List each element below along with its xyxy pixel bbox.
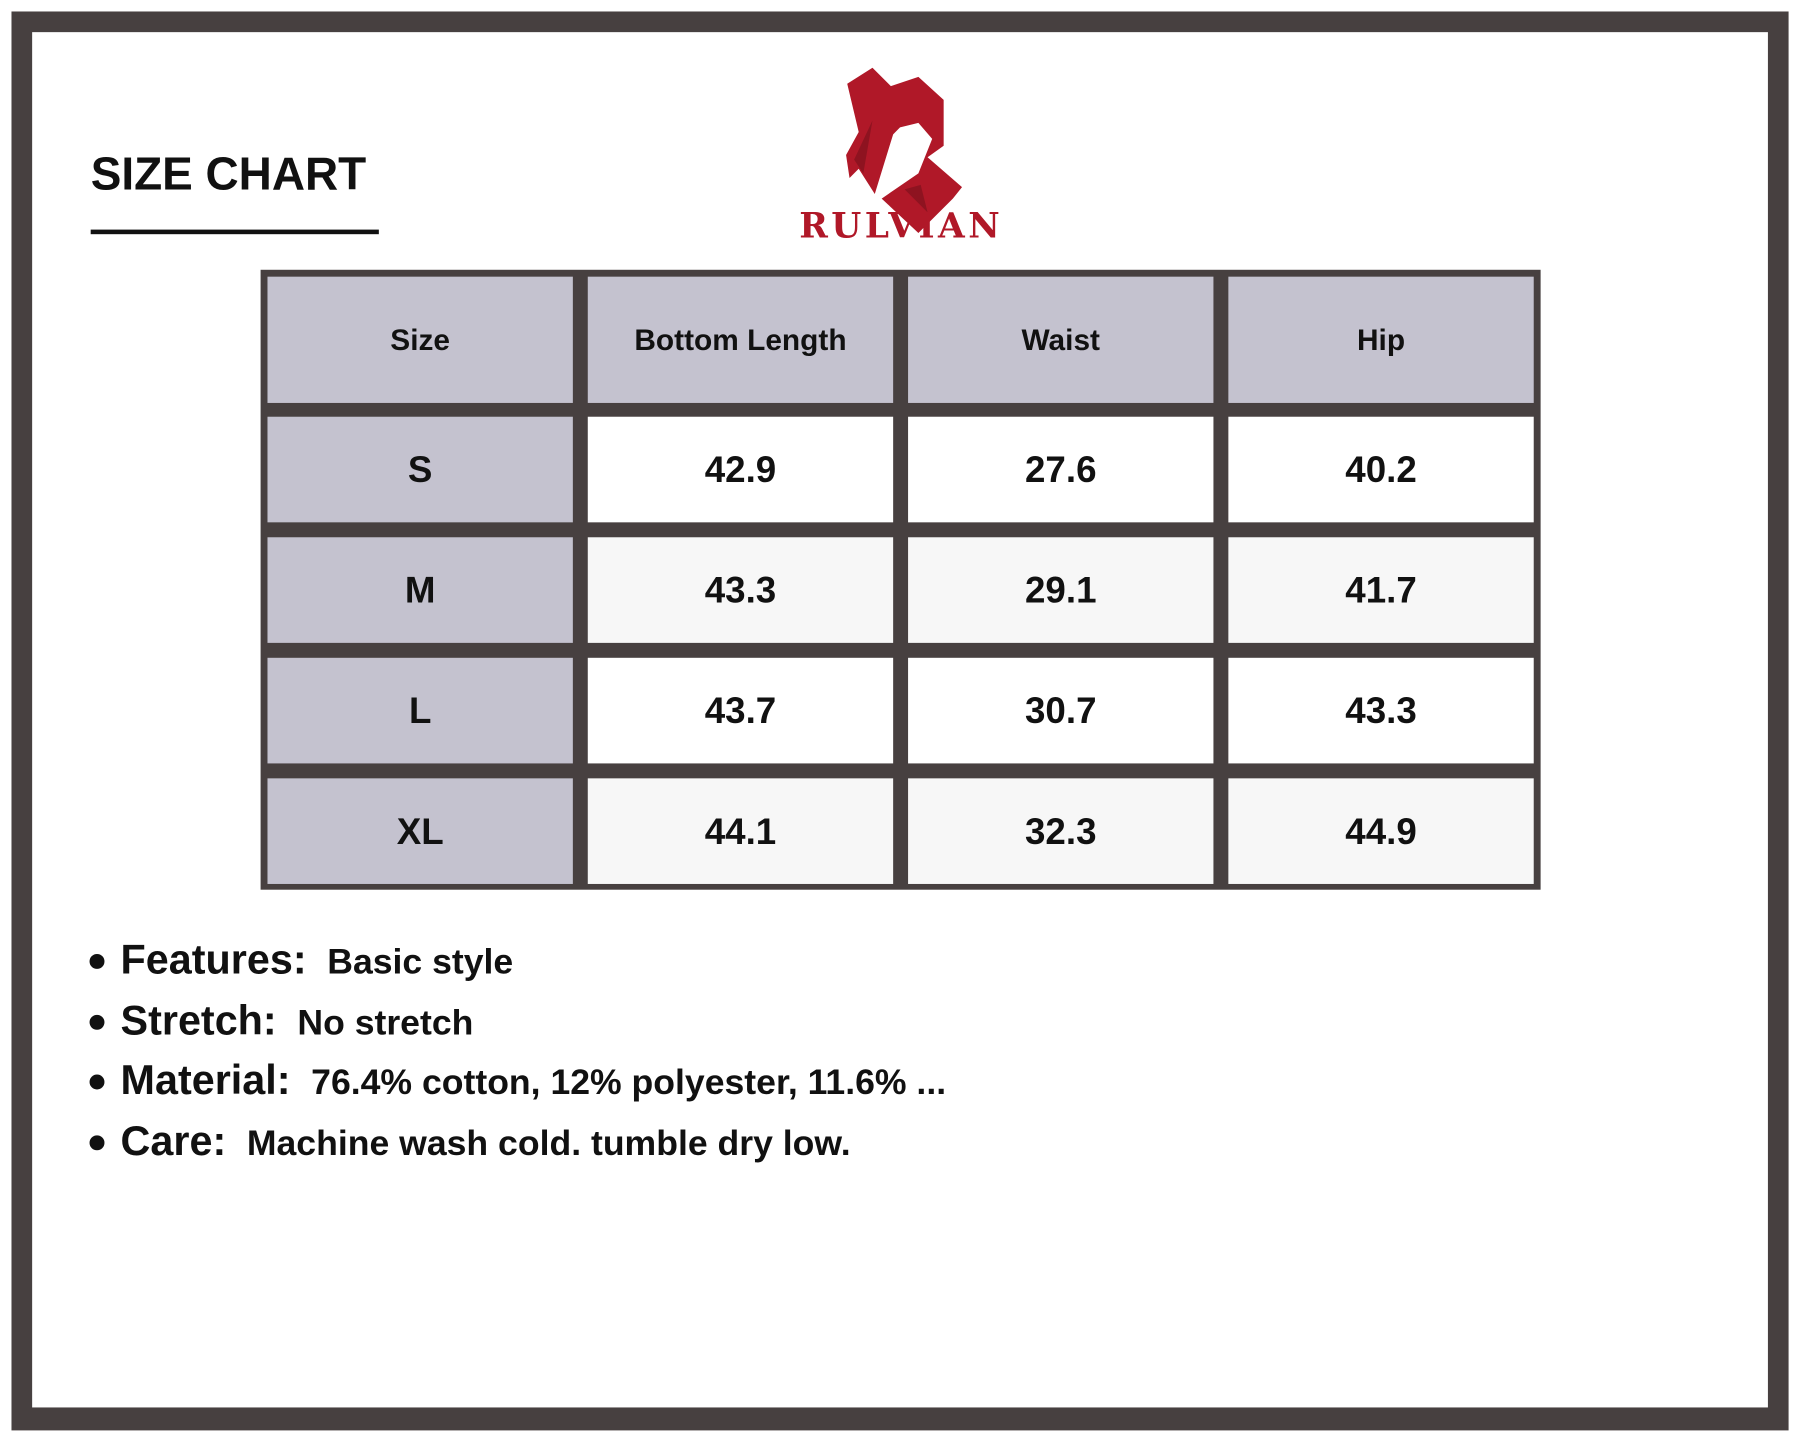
detail-label: Stretch: [120,995,277,1043]
size-cell: XL [267,778,573,884]
brand-logo-icon [846,67,963,234]
table-cell: 32.3 [908,778,1214,884]
bullet-icon [89,1014,105,1030]
table-cell: 27.6 [908,416,1214,523]
table-cell: 29.1 [908,537,1214,643]
list-item: Care: Machine wash cold. tumble dry low. [89,1116,947,1176]
table-cell: 40.2 [1228,416,1534,523]
list-item: Material: 76.4% cotton, 12% polyester, 11… [89,1056,947,1116]
detail-label: Material: [120,1056,291,1104]
table-cell: 44.1 [587,778,894,884]
bullet-icon [89,1074,105,1090]
detail-value: 76.4% cotton, 12% polyester, 11.6% ... [311,1061,947,1103]
detail-label: Features: [120,935,307,983]
page-title: SIZE CHART [90,149,367,200]
list-item: Features: Basic style [89,935,947,996]
table-cell: 41.7 [1228,537,1534,643]
detail-value: Machine wash cold. tumble dry low. [246,1122,851,1163]
size-table: Size Bottom Length Waist Hip S 42.9 27.6 40.2 M 4… [260,269,1541,890]
table-cell: 30.7 [908,657,1214,764]
table-cell: 43.3 [1228,657,1534,764]
detail-label: Care: [120,1116,227,1164]
details-list: Features: Basic style Stretch: No stretch Ma… [89,935,947,1177]
detail-value: Basic style [327,941,514,982]
column-header: Waist [908,276,1214,403]
bullet-icon [89,1134,105,1150]
table-cell: 44.9 [1228,778,1534,884]
detail-value: No stretch [297,1001,474,1042]
size-cell: M [267,537,573,643]
size-cell: L [267,657,573,764]
table-cell: 42.9 [587,416,894,523]
table-cell: 43.7 [587,657,894,764]
column-header: Size [267,276,573,403]
list-item: Stretch: No stretch [89,995,947,1056]
bullet-icon [89,953,105,969]
title-underline [90,229,379,235]
table-cell: 43.3 [587,537,894,643]
column-header: Bottom Length [587,276,894,403]
size-cell: S [267,416,573,523]
column-header: Hip [1228,276,1534,403]
brand-name: RULVIAN [799,206,1004,247]
